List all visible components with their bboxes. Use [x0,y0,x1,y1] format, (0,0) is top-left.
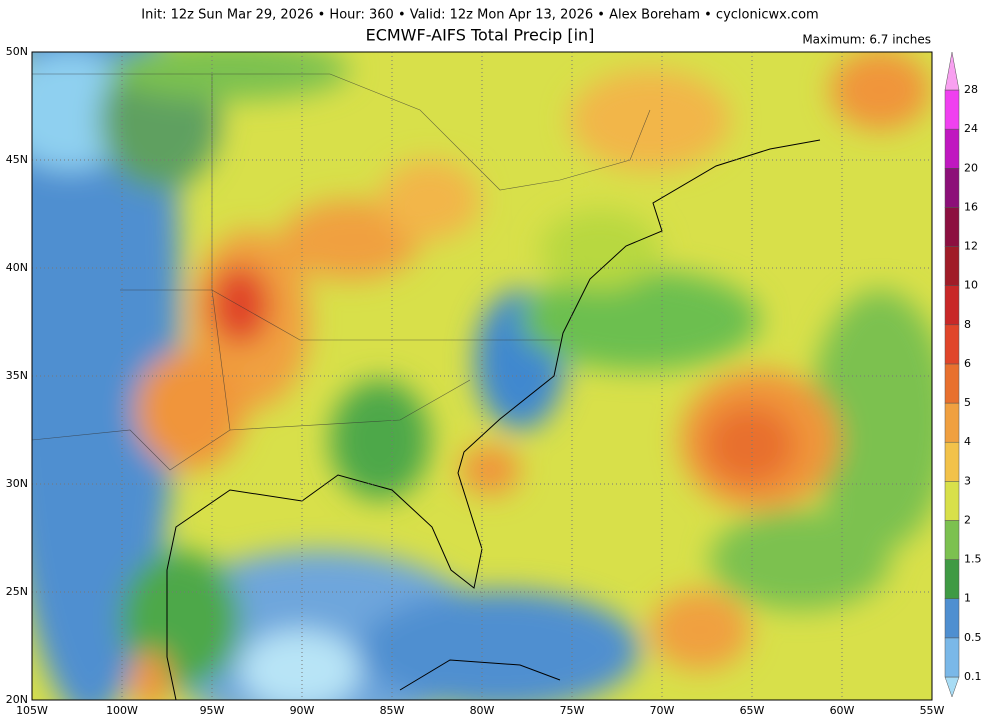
colorbar-label: 1.5 [964,553,982,566]
colorbar-bin [944,285,960,326]
longitude-label: 80W [470,704,495,717]
colorbar-label: 1 [964,592,971,605]
colorbar-label: 6 [964,357,971,370]
latitude-label: 45N [6,153,28,166]
longitude-label: 90W [290,704,315,717]
map-title: ECMWF-AIFS Total Precip [in] [366,26,595,45]
latitude-label: 25N [6,585,28,598]
colorbar-bin [944,559,960,599]
colorbar-label: 20 [964,161,978,174]
colorbar-label: 24 [964,122,978,135]
colorbar-label: 10 [964,279,978,292]
colorbar-bin [944,207,960,247]
longitude-label: 60W [830,704,855,717]
colorbar-low-end [944,676,960,698]
colorbar-bin [944,637,960,678]
longitude-label: 55W [920,704,945,717]
colorbar-bin [944,324,960,365]
longitude-label: 85W [380,704,405,717]
latitude-label: 50N [6,45,28,58]
colorbar-bin [944,481,960,521]
latitude-label: 40N [6,261,28,274]
colorbar-bin [944,168,960,208]
colorbar-label: 12 [964,240,978,253]
coastline [166,139,821,700]
borders [32,73,651,471]
colorbar-bin [944,402,960,443]
longitude-label: 75W [560,704,585,717]
colorbar-label: 0.1 [964,670,982,683]
colorbar: 0.1 0.5 1 1.5 2 3 4 5 6 8 10 12 16 20 24 28 [944,51,982,698]
longitude-label: 70W [650,704,675,717]
colorbar-bin [944,598,960,639]
graticule [32,52,932,700]
colorbar-label: 3 [964,474,971,487]
colorbar-label: 5 [964,396,971,409]
map-area [32,52,932,700]
colorbar-label: 2 [964,513,971,526]
latitude-label: 35N [6,369,28,382]
colorbar-bin [944,89,960,130]
latitude-label: 20N [6,693,28,706]
colorbar-bin [944,246,960,286]
maximum-label: Maximum: 6.7 inches [802,33,931,47]
longitude-label: 65W [740,704,765,717]
colorbar-bin [944,441,960,482]
colorbar-bin [944,363,960,404]
latitude-label: 30N [6,477,28,490]
colorbar-label: 4 [964,435,971,448]
longitude-label: 100W [106,704,138,717]
colorbar-label: 28 [964,83,978,96]
map-frame [31,51,933,701]
header-info: Init: 12z Sun Mar 29, 2026 • Hour: 360 •… [141,8,818,23]
longitude-label: 95W [200,704,225,717]
longitude-label: 105W [16,704,48,717]
colorbar-label: 16 [964,200,978,213]
colorbar-label: 8 [964,318,971,331]
colorbar-bin [944,520,960,560]
colorbar-high-end [944,51,960,91]
colorbar-label: 0.5 [964,631,982,644]
colorbar-bin [944,128,960,169]
